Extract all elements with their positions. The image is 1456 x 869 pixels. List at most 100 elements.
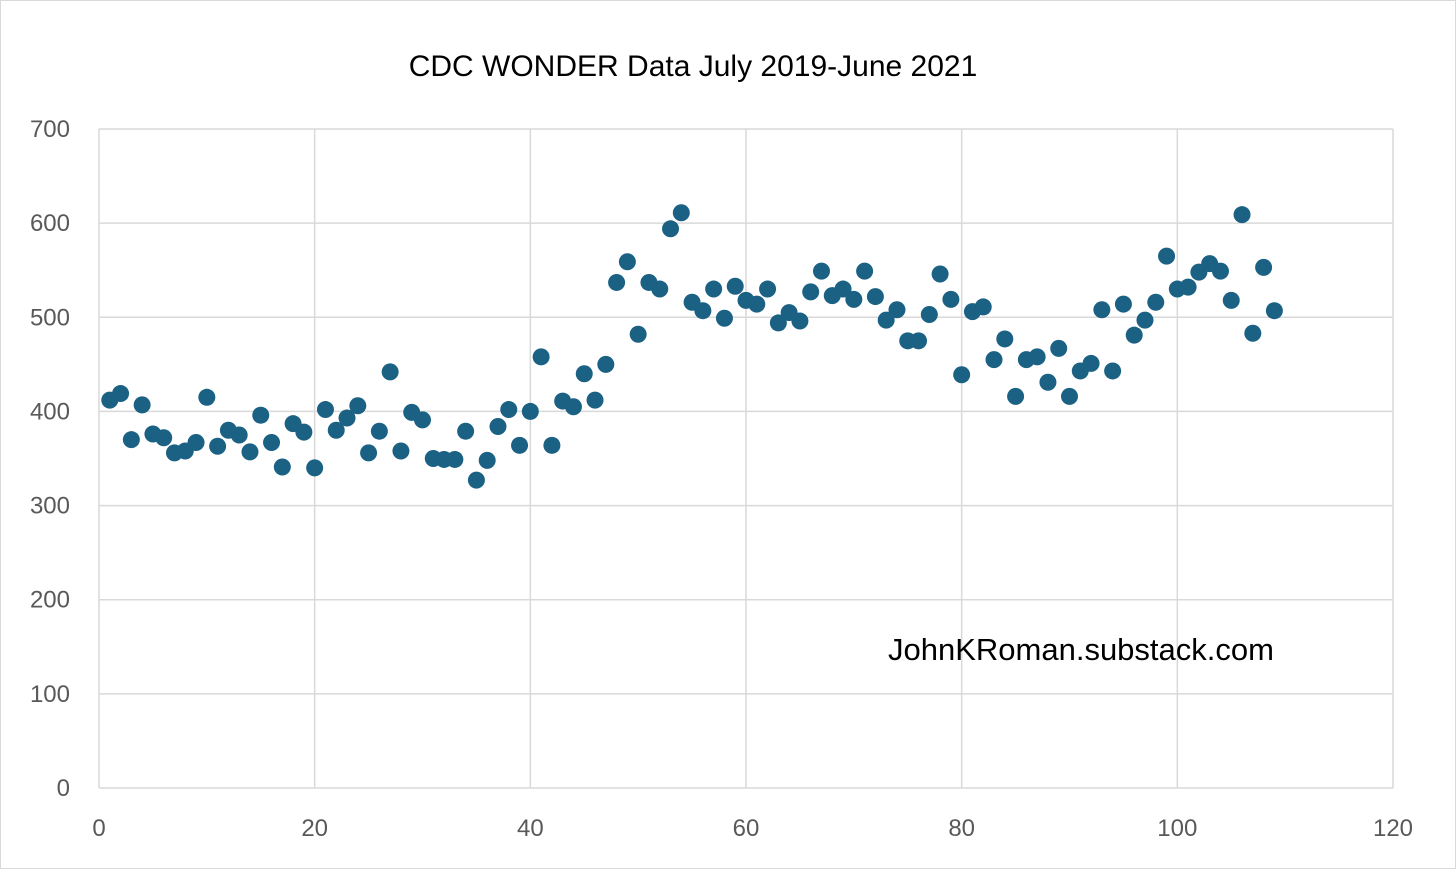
data-point	[370, 422, 388, 440]
data-point	[1093, 301, 1111, 319]
data-point	[1082, 354, 1100, 372]
data-point	[1104, 362, 1122, 380]
x-tick-label: 60	[733, 815, 760, 842]
data-point	[1265, 302, 1283, 320]
y-tick-label: 200	[30, 587, 70, 614]
data-point	[996, 330, 1014, 348]
data-point	[521, 402, 539, 420]
data-point	[457, 422, 475, 440]
data-point	[769, 314, 787, 332]
data-point	[414, 411, 431, 429]
data-point	[467, 471, 485, 489]
data-point	[478, 451, 496, 469]
data-point	[122, 431, 140, 449]
data-point	[608, 273, 626, 291]
data-point	[273, 458, 291, 476]
data-point	[856, 262, 874, 280]
data-point	[230, 426, 248, 444]
y-tick-label: 600	[30, 210, 70, 237]
y-tick-label: 400	[30, 398, 70, 425]
data-point	[327, 421, 345, 439]
chart-title: CDC WONDER Data July 2019-June 2021	[408, 50, 978, 83]
data-point	[1028, 348, 1046, 366]
data-point	[866, 288, 884, 306]
data-point	[1158, 247, 1176, 265]
data-point	[1179, 278, 1197, 296]
data-point	[726, 277, 744, 295]
data-point	[694, 302, 712, 320]
data-point	[1233, 206, 1251, 224]
data-point	[532, 348, 550, 366]
data-point	[597, 355, 615, 373]
data-point	[1255, 258, 1273, 276]
data-point	[381, 363, 399, 381]
data-point	[198, 388, 216, 406]
data-point	[910, 332, 928, 350]
data-point	[985, 351, 1003, 369]
y-tick-label: 300	[30, 493, 70, 520]
axis-labels: 0 100 200 300 400 500 600 700 0 20 40 60 80 100 120	[30, 116, 1413, 842]
x-tick-label: 100	[1157, 815, 1197, 842]
data-point	[748, 295, 766, 313]
data-point	[1114, 295, 1132, 313]
data-point	[1125, 326, 1143, 344]
data-point	[705, 280, 723, 298]
data-point	[586, 391, 604, 409]
data-point	[791, 312, 809, 330]
data-point	[500, 401, 518, 419]
data-point	[1061, 387, 1078, 405]
data-point	[295, 423, 313, 441]
data-point	[1222, 291, 1240, 309]
data-point	[1007, 387, 1025, 405]
data-point	[1244, 324, 1262, 342]
data-point	[618, 253, 636, 271]
data-point	[1039, 373, 1057, 391]
data-point	[360, 444, 378, 462]
data-point	[1050, 339, 1068, 357]
data-point	[446, 450, 464, 468]
data-point	[715, 309, 733, 327]
x-tick-label: 120	[1373, 815, 1413, 842]
data-point	[543, 436, 561, 454]
y-tick-label: 500	[30, 304, 70, 331]
data-point	[511, 436, 529, 454]
data-point	[974, 298, 992, 316]
data-point	[241, 443, 259, 461]
data-point	[133, 396, 151, 414]
data-point	[564, 398, 582, 416]
x-tick-label: 20	[301, 815, 328, 842]
data-point	[877, 311, 895, 329]
data-point	[263, 433, 281, 451]
x-tick-label: 40	[517, 815, 544, 842]
data-point	[349, 397, 367, 415]
data-point	[845, 290, 863, 308]
data-point	[187, 433, 205, 451]
data-point	[834, 280, 852, 298]
data-point	[888, 301, 906, 319]
data-point	[672, 204, 690, 222]
data-point	[338, 409, 356, 427]
data-point	[1136, 311, 1154, 329]
data-point	[812, 262, 830, 280]
data-point	[316, 401, 334, 419]
data-point	[802, 283, 820, 301]
data-point	[629, 325, 647, 343]
watermark-text: JohnKRoman.substack.com	[888, 632, 1274, 667]
data-point	[392, 442, 410, 460]
y-tick-label: 0	[57, 775, 70, 802]
data-points	[101, 204, 1283, 489]
data-point	[252, 406, 270, 424]
data-point	[112, 385, 130, 403]
data-point	[662, 220, 680, 238]
data-point	[209, 437, 227, 455]
y-tick-label: 700	[30, 116, 70, 143]
data-point	[759, 280, 777, 298]
data-point	[931, 265, 949, 283]
data-point	[489, 417, 507, 435]
data-point	[953, 366, 971, 384]
data-point	[920, 305, 938, 323]
data-point	[1211, 262, 1229, 280]
grid-lines	[98, 128, 1394, 789]
data-point	[651, 280, 669, 298]
